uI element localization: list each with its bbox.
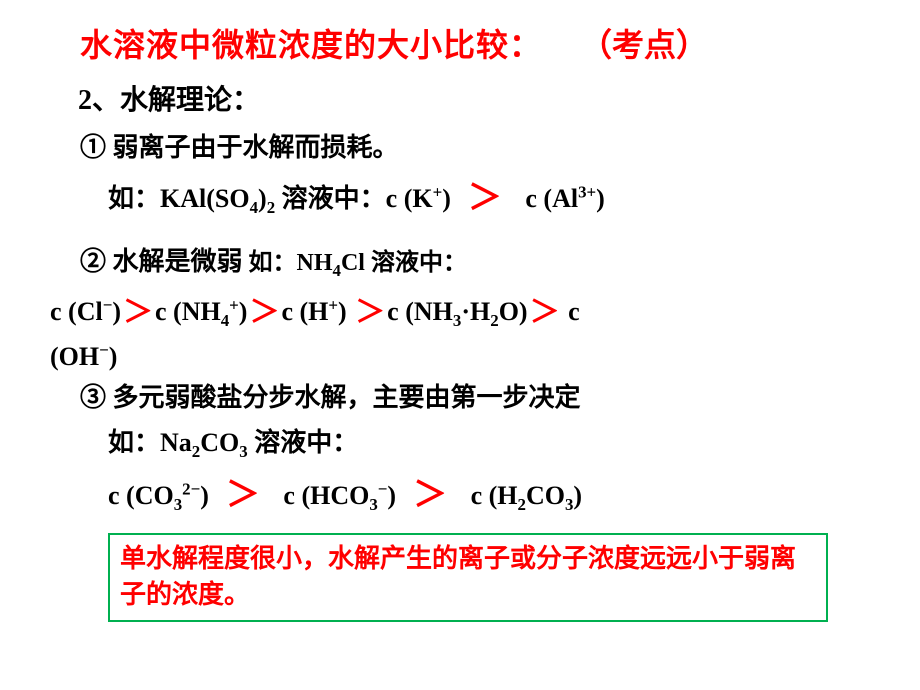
text: (OH bbox=[50, 342, 99, 371]
text: 如：NH bbox=[243, 250, 333, 276]
point2-compare-line2: (OH−) bbox=[50, 337, 860, 376]
text: 溶液中：c (K bbox=[275, 184, 432, 213]
text: c (HCO bbox=[283, 481, 369, 510]
text: ) bbox=[596, 184, 605, 213]
text: ② 水解是微弱 bbox=[80, 247, 243, 276]
subtitle: 2、水解理论： bbox=[78, 78, 860, 118]
text: ) bbox=[200, 481, 209, 510]
exam-point: （考点） bbox=[580, 20, 708, 66]
sup: + bbox=[229, 295, 239, 314]
sub: 4 bbox=[333, 261, 341, 280]
sub: 3 bbox=[174, 495, 182, 514]
point2-heading: ② 水解是微弱 如：NH4Cl 溶液中： bbox=[80, 242, 860, 284]
text: ) bbox=[442, 184, 451, 213]
text: 溶液中： bbox=[248, 428, 359, 457]
point3-example: 如：Na2CO3 溶液中： bbox=[108, 423, 860, 465]
summary-box: 单水解程度很小，水解产生的离子或分子浓度远远小于弱离子的浓度。 bbox=[108, 533, 828, 622]
sub: 2 bbox=[192, 442, 200, 461]
sub: 4 bbox=[221, 311, 229, 330]
text: ) bbox=[109, 342, 118, 371]
greater-than-icon: ＞ bbox=[528, 296, 562, 329]
greater-than-icon: ＞ bbox=[121, 296, 155, 329]
slide-content: 水溶液中微粒浓度的大小比较： （考点） 2、水解理论： ① 弱离子由于水解而损耗… bbox=[0, 0, 920, 642]
text: c bbox=[568, 297, 580, 326]
text: O) bbox=[499, 297, 528, 326]
text: ) bbox=[387, 481, 396, 510]
sub: 4 bbox=[250, 198, 258, 217]
text: CO bbox=[200, 428, 239, 457]
sub: 2 bbox=[267, 198, 275, 217]
greater-than-icon: ＞ bbox=[464, 180, 506, 217]
text: c (CO bbox=[108, 481, 174, 510]
sub: 3 bbox=[369, 495, 377, 514]
text: CO bbox=[526, 481, 565, 510]
main-title: 水溶液中微粒浓度的大小比较： bbox=[80, 20, 542, 66]
text: ) bbox=[258, 184, 267, 213]
sup: − bbox=[103, 295, 113, 314]
sub: 2 bbox=[490, 311, 498, 330]
title-row: 水溶液中微粒浓度的大小比较： （考点） bbox=[80, 20, 860, 66]
point3-compare: c (CO32−) ＞ c (HCO3−) ＞ c (H2CO3) bbox=[108, 470, 860, 521]
text: ) bbox=[112, 297, 121, 326]
sup: + bbox=[433, 182, 443, 201]
text: c (Al bbox=[525, 184, 578, 213]
sup: 3+ bbox=[578, 182, 596, 201]
text: 如：Na bbox=[108, 428, 192, 457]
text: Cl 溶液中： bbox=[341, 250, 467, 276]
greater-than-icon: ＞ bbox=[222, 477, 264, 514]
text: c (H bbox=[471, 481, 518, 510]
sup: − bbox=[99, 340, 109, 359]
point2-compare: c (Cl−)＞c (NH4+)＞c (H+) ＞c (NH3·H2O)＞ c bbox=[50, 290, 860, 335]
text: ) bbox=[573, 481, 582, 510]
text: c (NH bbox=[387, 297, 453, 326]
text: c (NH bbox=[155, 297, 221, 326]
text: c (H bbox=[281, 297, 328, 326]
sup: + bbox=[328, 295, 338, 314]
text: ) bbox=[338, 297, 347, 326]
greater-than-icon: ＞ bbox=[247, 296, 281, 329]
greater-than-icon: ＞ bbox=[409, 477, 451, 514]
sup: − bbox=[378, 479, 388, 498]
text: c (Cl bbox=[50, 297, 103, 326]
sub: 2 bbox=[518, 495, 526, 514]
greater-than-icon: ＞ bbox=[353, 296, 387, 329]
point1-example: 如：KAl(SO4)2 溶液中：c (K+) ＞ c (Al3+) bbox=[108, 173, 860, 224]
sup: 2− bbox=[182, 479, 200, 498]
sub: 3 bbox=[239, 442, 247, 461]
point3-heading: ③ 多元弱酸盐分步水解，主要由第一步决定 bbox=[80, 378, 860, 417]
text: ·H bbox=[461, 297, 490, 326]
point1-heading: ① 弱离子由于水解而损耗。 bbox=[80, 128, 860, 167]
text: 如：KAl(SO bbox=[108, 184, 250, 213]
summary-text: 单水解程度很小，水解产生的离子或分子浓度远远小于弱离子的浓度。 bbox=[120, 541, 816, 614]
